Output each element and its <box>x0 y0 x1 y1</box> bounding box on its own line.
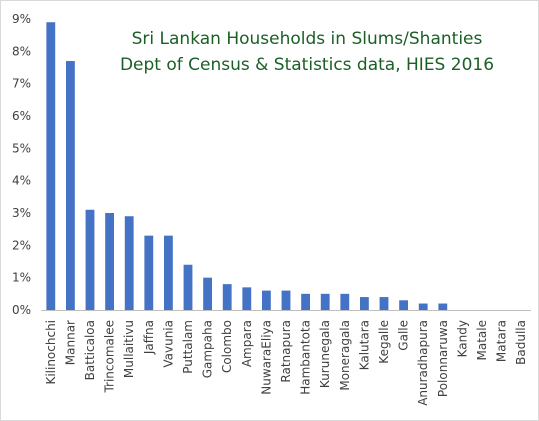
bar <box>438 303 448 310</box>
x-tick-label: Trincomalee <box>103 320 117 394</box>
x-tick-label: Ratnapura <box>279 320 293 383</box>
bars <box>46 22 448 311</box>
bar <box>105 213 115 310</box>
x-tick-label: Kandy <box>455 320 469 357</box>
bar <box>418 303 428 310</box>
y-axis-ticks: 0% 1% 2% 3% 4% 5% 6% 7% 8% 9% <box>12 12 31 317</box>
y-tick-label: 6% <box>12 109 31 123</box>
bar <box>124 216 134 310</box>
bar <box>281 290 291 310</box>
bar <box>183 264 193 310</box>
x-axis-labels: Kilinochchi Mannar Batticaloa Trincomalee Mu… <box>44 320 528 406</box>
x-tick-label: Matale <box>475 320 489 360</box>
x-tick-label: Kilinochchi <box>44 320 58 385</box>
bar <box>203 277 213 310</box>
x-tick-label: Moneragala <box>338 320 352 391</box>
x-tick-label: Polonnaruwa <box>436 320 450 397</box>
y-tick-label: 3% <box>12 206 31 220</box>
y-tick-label: 9% <box>12 12 31 26</box>
bar <box>359 297 369 310</box>
x-tick-label: Galle <box>397 320 411 351</box>
y-tick-label: 7% <box>12 77 31 91</box>
bar <box>379 297 389 310</box>
x-tick-label: Vavunia <box>161 320 175 368</box>
x-tick-label: Mullaitivu <box>122 320 136 378</box>
x-tick-label: Kurunegala <box>318 320 332 388</box>
bar <box>399 300 409 310</box>
y-tick-label: 5% <box>12 141 31 155</box>
y-tick-label: 4% <box>12 174 31 188</box>
x-tick-label: Puttalam <box>181 320 195 374</box>
x-tick-label: NuwaraEliya <box>259 320 273 395</box>
x-tick-label: Gampaha <box>201 320 215 378</box>
bar <box>65 61 75 311</box>
bar <box>46 22 56 310</box>
bar <box>242 287 252 310</box>
x-tick-label: Ampara <box>240 320 254 367</box>
chart-subtitle: Dept of Census & Statistics data, HIES 2… <box>120 55 494 75</box>
bar <box>340 293 350 310</box>
bar <box>85 209 95 310</box>
bar <box>261 290 271 310</box>
x-tick-label: Batticaloa <box>83 320 97 380</box>
x-tick-label: Badulla <box>514 320 528 365</box>
x-tick-label: Jaffna <box>142 320 156 355</box>
x-tick-label: Hambantota <box>299 320 313 395</box>
bar <box>163 235 173 310</box>
x-tick-label: Kegalle <box>377 320 391 364</box>
x-tick-label: Matara <box>495 320 509 362</box>
y-tick-label: 8% <box>12 44 31 58</box>
x-tick-label: Anuradhapura <box>416 320 430 406</box>
bar <box>320 293 330 310</box>
x-tick-label: Colombo <box>220 320 234 373</box>
y-tick-label: 0% <box>12 303 31 317</box>
x-tick-label: Mannar <box>63 320 77 365</box>
y-tick-label: 1% <box>12 271 31 285</box>
bar <box>222 284 232 310</box>
y-tick-label: 2% <box>12 238 31 252</box>
bar <box>144 235 154 310</box>
bar <box>301 293 311 310</box>
chart-title: Sri Lankan Households in Slums/Shanties <box>132 29 483 49</box>
x-tick-label: Kalutara <box>357 320 371 370</box>
